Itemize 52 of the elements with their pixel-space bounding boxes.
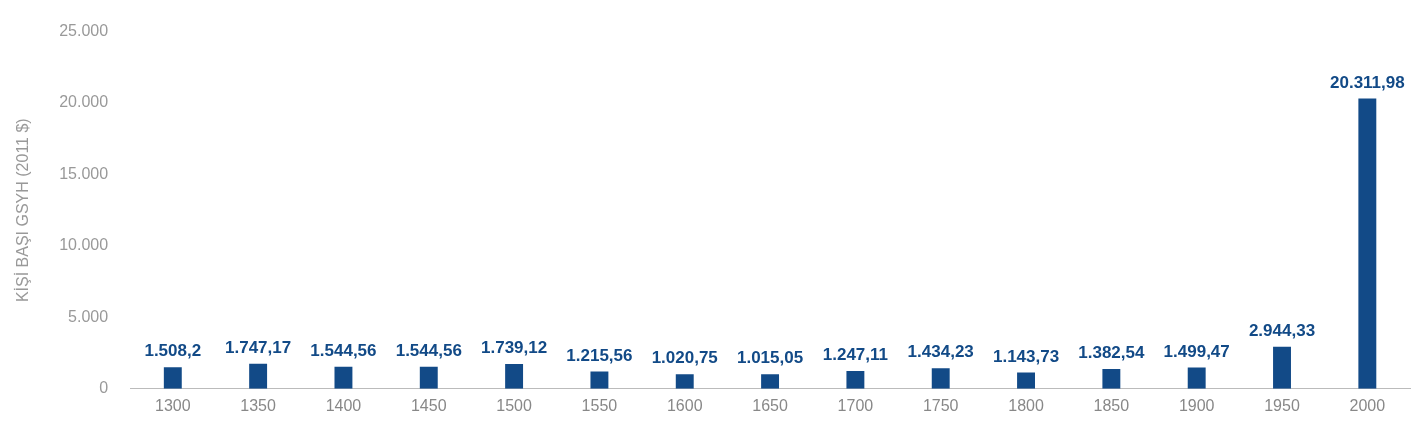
data-label: 1.143,73 — [992, 346, 1060, 366]
y-tick-label: 10.000 — [59, 236, 109, 254]
bar — [505, 363, 524, 389]
data-label: 20.311,98 — [1329, 72, 1405, 92]
bar — [846, 370, 865, 389]
data-label: 1.739,12 — [481, 338, 548, 358]
x-tick-label: 1450 — [410, 396, 447, 414]
bar — [419, 366, 438, 389]
data-label: 1.015,05 — [736, 348, 804, 368]
data-label: 1.508,2 — [144, 341, 202, 361]
x-tick-label: 1900 — [1178, 396, 1215, 414]
bar — [163, 367, 182, 389]
bar — [1187, 367, 1206, 389]
data-label: 1.020,75 — [651, 348, 718, 368]
bar — [931, 368, 950, 389]
bar — [334, 366, 353, 389]
data-label: 1.215,56 — [566, 345, 633, 365]
data-label: 2.944,33 — [1248, 320, 1316, 340]
x-tick-label: 1400 — [325, 396, 362, 414]
x-tick-label: 1350 — [240, 396, 277, 414]
bar — [1273, 346, 1291, 389]
x-tick-label: 1500 — [496, 396, 532, 414]
data-label: 1.382,54 — [1078, 343, 1145, 363]
x-tick-label: 1550 — [581, 396, 618, 414]
y-tick-label: 25.000 — [59, 22, 109, 40]
x-tick-label: 1600 — [666, 396, 703, 414]
data-label: 1.747,17 — [225, 338, 292, 358]
data-label: 1.247,11 — [822, 345, 889, 365]
x-tick-label: 1650 — [752, 396, 788, 414]
y-tick-label: 0 — [99, 379, 109, 397]
bar — [761, 374, 780, 389]
bar — [675, 374, 694, 389]
y-axis-title: KİŞİ BAŞI GSYH (2011 $) — [13, 118, 32, 303]
bar — [249, 363, 268, 389]
bar — [1102, 369, 1121, 389]
x-tick-label: 1700 — [837, 396, 874, 414]
x-tick-label: 1850 — [1093, 396, 1130, 414]
x-tick-label: 2000 — [1349, 396, 1386, 414]
y-tick-label: 5.000 — [68, 307, 109, 325]
data-label: 1.544,56 — [395, 340, 462, 360]
x-tick-label: 1800 — [1008, 396, 1044, 414]
x-tick-label: 1950 — [1264, 396, 1300, 414]
data-label: 1.544,56 — [310, 340, 377, 360]
data-label: 1.434,23 — [907, 342, 974, 362]
y-tick-label: 15.000 — [59, 164, 109, 182]
bar — [1017, 372, 1035, 389]
bar — [590, 371, 609, 389]
data-label: 1.499,47 — [1163, 341, 1230, 361]
bar — [1358, 98, 1377, 389]
y-tick-label: 20.000 — [59, 93, 109, 111]
x-tick-label: 1750 — [922, 396, 959, 414]
x-tick-label: 1300 — [155, 396, 191, 414]
